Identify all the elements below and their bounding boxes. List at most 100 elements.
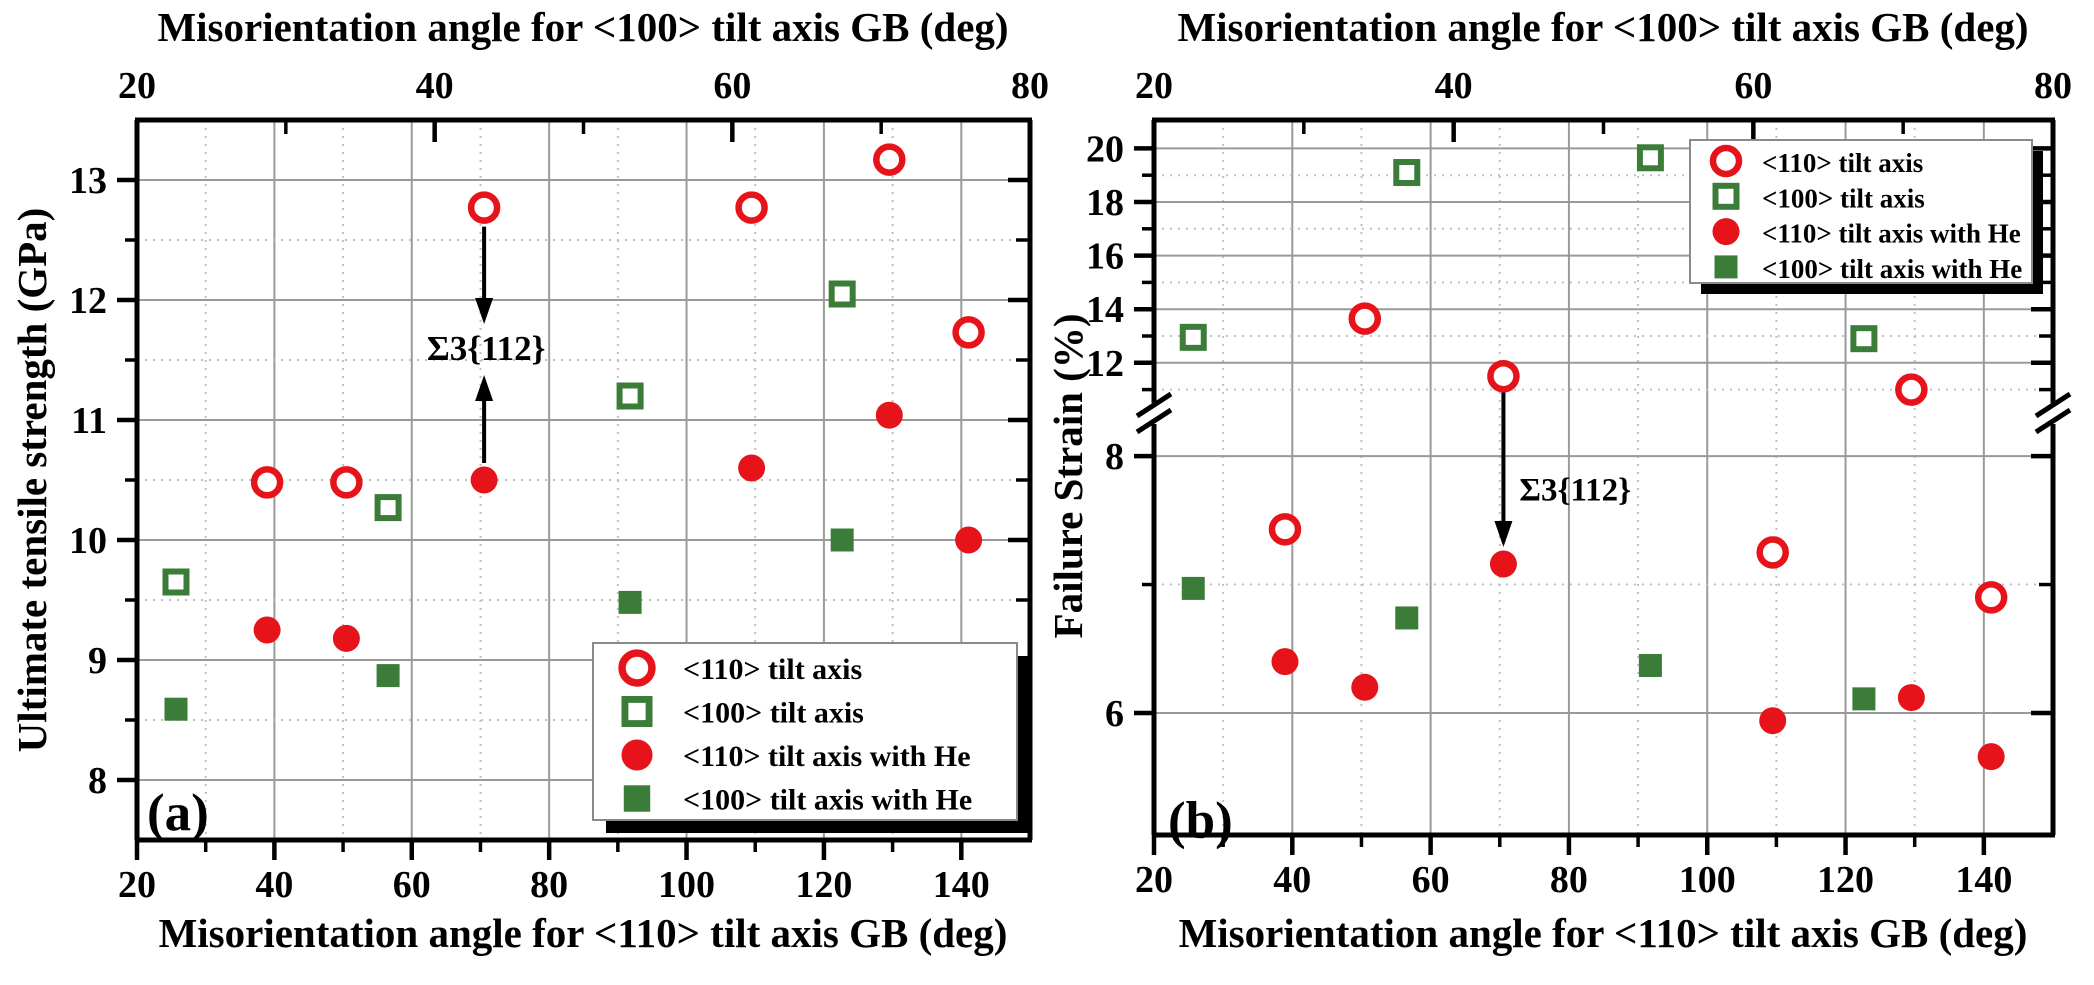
marker-open-square	[374, 494, 402, 522]
marker-filled-circle	[621, 739, 653, 771]
x-tick-label-bottom: 40	[255, 864, 293, 906]
x-tick-label-bottom: 20	[118, 864, 156, 906]
y-tick-label: 8	[88, 760, 107, 802]
x-tick-label-top: 20	[1135, 65, 1173, 107]
legend-box	[1689, 139, 2033, 284]
series-3	[164, 528, 854, 721]
marker-filled-square	[623, 785, 651, 812]
marker-open-circle	[1487, 359, 1520, 393]
legend-item-label: <110> tilt axis with He	[683, 740, 971, 773]
marker-open-square	[1850, 325, 1878, 353]
marker-filled-square	[1638, 653, 1662, 677]
marker-filled-square	[376, 664, 400, 688]
y-tick-label: 13	[69, 160, 107, 202]
series-0	[1268, 302, 2008, 614]
arrowhead	[475, 375, 494, 401]
x-tick-label-top: 60	[713, 65, 751, 107]
marker-open-square	[828, 280, 856, 308]
marker-filled-square	[618, 590, 642, 614]
x-tick-label-top: 20	[118, 65, 156, 107]
marker-open-square	[616, 382, 644, 410]
marker-open-circle	[873, 143, 906, 176]
series-0	[250, 143, 985, 499]
axis-break-mark	[2034, 407, 2072, 435]
x-tick-label-top: 60	[1734, 65, 1772, 107]
panel-b: 20 40 60 80 100 120 140 20 40 60 80 12 14 16 18 20 6 8 Σ3{…	[1086, 65, 2072, 901]
x-tick-label-bottom: 140	[1955, 859, 2012, 901]
ticks: 20 40 60 80 100 120 140 20 40 60 80 8 9 10 11 12 13	[69, 65, 1049, 906]
panel-a: 20 40 60 80 100 120 140 20 40 60 80 8 9 10 11 12 13 Σ3{11…	[69, 65, 1049, 906]
marker-open-circle	[467, 191, 501, 224]
legend: <110> tilt axis <100> tilt axis <110> tilt…	[592, 642, 1030, 833]
marker-filled-circle	[1977, 743, 2005, 771]
panel-a-top-axis-title: Misorientation angle for <100> tilt axis…	[157, 4, 1008, 50]
marker-open-circle	[250, 466, 284, 499]
panel-letter: (a)	[147, 784, 209, 842]
marker-open-circle	[1756, 536, 1789, 569]
marker-open-circle	[1974, 581, 2008, 614]
panel-b-bottom-axis-title: Misorientation angle for <110> tilt axis…	[1179, 910, 2028, 956]
marker-filled-circle	[1271, 648, 1299, 676]
marker-open-circle	[1895, 373, 1928, 406]
x-tick-label-top: 80	[2034, 65, 2072, 107]
marker-open-square	[1636, 144, 1664, 172]
legend-item-label: <100> tilt axis	[1762, 183, 1925, 213]
x-tick-label-bottom: 120	[795, 864, 852, 906]
x-tick-label-bottom: 80	[1550, 859, 1588, 901]
axis-break-mark	[1135, 391, 1173, 419]
y-tick-label: 12	[1086, 343, 1124, 385]
marker-open-circle	[1348, 302, 1382, 335]
x-tick-label-bottom: 20	[1135, 859, 1173, 901]
marker-filled-circle	[738, 454, 766, 482]
render-root: 20 40 60 80 100 120 140 20 40 60 80 8 9 10 11 12 13 Σ3{11…	[69, 65, 2072, 906]
marker-open-circle	[618, 649, 656, 687]
x-tick-label-top: 40	[416, 65, 454, 107]
marker-filled-square	[1395, 606, 1419, 630]
x-tick-label-top: 40	[1435, 65, 1473, 107]
x-tick-label-bottom: 40	[1273, 859, 1311, 901]
panel-letter: (b)	[1168, 792, 1233, 850]
marker-filled-square	[1852, 687, 1876, 711]
marker-filled-circle	[1351, 673, 1379, 701]
marker-open-circle	[1268, 513, 1302, 546]
marker-filled-circle	[1489, 550, 1517, 578]
x-tick-label-bottom: 100	[1679, 859, 1736, 901]
marker-filled-circle	[253, 616, 281, 644]
ticks: 20 40 60 80 100 120 140 20 40 60 80 12 14 16 18 20 6 8	[1086, 65, 2072, 901]
marker-filled-circle	[1897, 684, 1925, 712]
legend-item-label: <100> tilt axis with He	[683, 784, 972, 817]
y-tick-label: 11	[71, 400, 107, 442]
marker-filled-square	[1181, 576, 1205, 600]
marker-filled-square	[830, 528, 854, 552]
marker-filled-circle	[1759, 707, 1787, 735]
marker-filled-circle	[470, 466, 498, 494]
marker-open-circle	[735, 191, 768, 224]
marker-filled-square	[164, 697, 188, 721]
marker-open-square	[621, 695, 653, 728]
legend-item-label: <100> tilt axis with He	[1762, 254, 2022, 284]
series-1	[1179, 144, 1878, 353]
axis-break-mark	[2034, 391, 2072, 419]
marker-filled-circle	[1712, 218, 1740, 246]
panel-a-y-axis-title: Ultimate tensile strength (GPa)	[9, 208, 55, 753]
marker-filled-circle	[875, 401, 903, 429]
legend: <110> tilt axis <100> tilt axis <110> tilt…	[1689, 139, 2043, 294]
y-tick-label: 16	[1086, 236, 1124, 278]
annotation-label: Σ3{112}	[427, 329, 546, 368]
x-tick-label-top: 80	[1011, 65, 1049, 107]
axis-break-mark	[1135, 407, 1173, 435]
legend-item-label: <110> tilt axis	[683, 653, 862, 686]
panel-b-y-axis-title: Failure Strain (%)	[1045, 314, 1091, 639]
arrowhead	[1494, 520, 1513, 547]
marker-filled-circle	[955, 526, 983, 554]
y-tick-label: 12	[69, 280, 107, 322]
marker-open-circle	[952, 316, 985, 349]
marker-open-circle	[330, 466, 363, 499]
y-tick-label: 10	[69, 520, 107, 562]
y-tick-label: 14	[1086, 289, 1124, 331]
x-tick-label-bottom: 80	[530, 864, 568, 906]
marker-filled-square	[1714, 255, 1738, 279]
y-tick-label: 9	[88, 640, 107, 682]
